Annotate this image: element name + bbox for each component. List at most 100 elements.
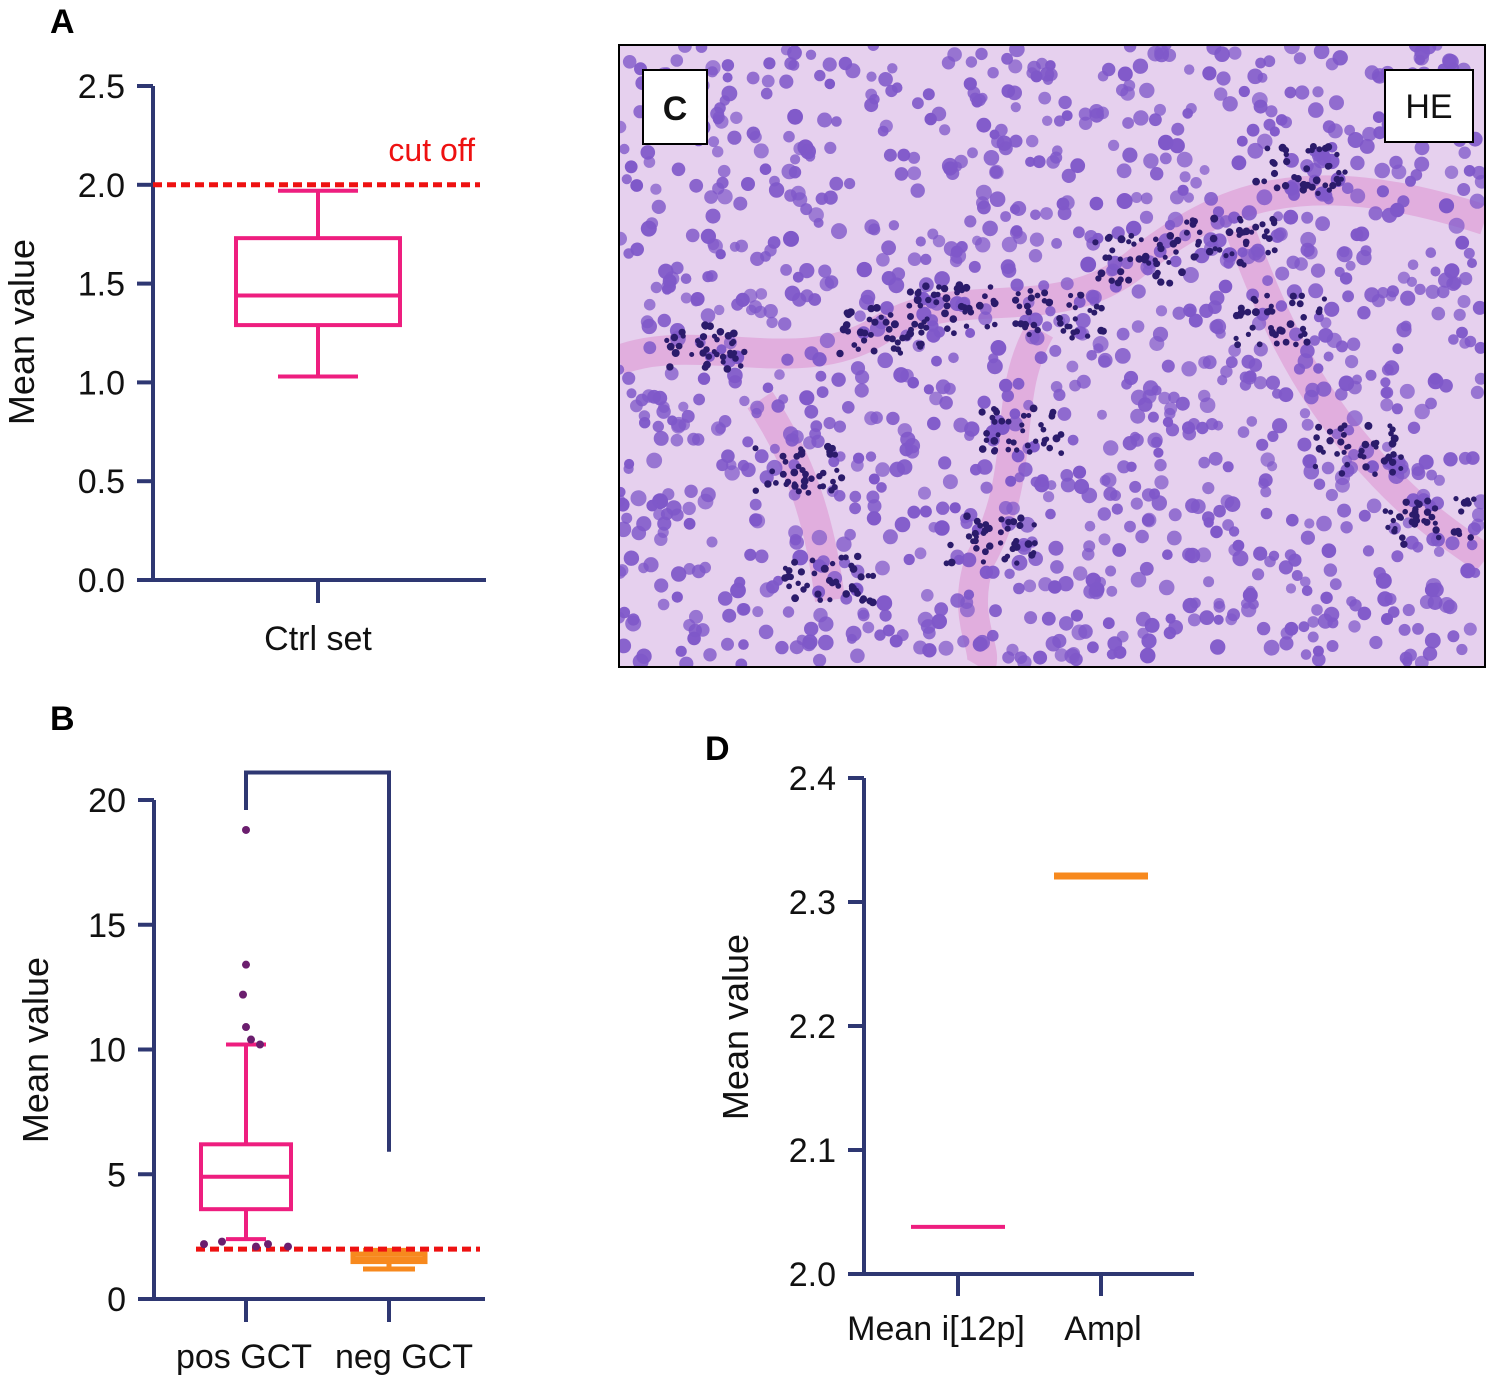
cell-nucleus	[1329, 95, 1344, 111]
cell-nucleus	[1129, 480, 1142, 493]
lymphocyte	[980, 559, 987, 565]
cell-nucleus	[1285, 179, 1302, 195]
cell-nucleus	[1295, 85, 1310, 100]
cell-nucleus	[787, 45, 802, 61]
cell-nucleus	[987, 358, 1003, 375]
cell-nucleus	[1380, 377, 1391, 388]
cell-nucleus	[1153, 447, 1164, 458]
cell-nucleus	[1182, 267, 1199, 283]
cell-nucleus	[975, 47, 988, 61]
cell-nucleus	[1036, 57, 1048, 70]
cell-nucleus	[1236, 135, 1248, 147]
lymphocyte	[1326, 437, 1334, 445]
lymphocyte	[1127, 256, 1134, 263]
cell-nucleus	[1130, 571, 1147, 588]
lymphocyte	[1398, 466, 1404, 471]
cell-nucleus	[1418, 454, 1434, 470]
cell-nucleus	[1389, 155, 1403, 170]
y-tick-label-a: 1.5	[78, 266, 125, 304]
cell-nucleus	[968, 260, 981, 273]
lymphocyte	[947, 541, 954, 549]
lymphocyte	[1138, 237, 1144, 243]
lymphocyte	[1358, 447, 1365, 454]
cell-nucleus	[919, 505, 932, 518]
cell-nucleus	[1139, 647, 1156, 664]
lymphocyte	[1216, 247, 1223, 253]
cell-nucleus	[1374, 162, 1390, 179]
cell-nucleus	[621, 512, 633, 524]
lymphocyte	[924, 316, 930, 322]
lymphocyte	[972, 537, 979, 545]
cell-nucleus	[1386, 291, 1397, 302]
cell-nucleus	[1325, 488, 1338, 502]
outlier-point	[242, 960, 250, 969]
significance-bracket	[244, 770, 391, 1152]
cell-nucleus	[781, 163, 798, 180]
lymphocyte	[791, 558, 799, 566]
y-axis-title-a: Mean value	[1, 239, 42, 425]
chart-panel-a: Mean value 0.0 0.5 1.0 1.5 2.0 2.5 cut off Ct…	[1, 68, 486, 658]
cell-nucleus	[752, 606, 764, 618]
cell-nucleus	[1311, 604, 1323, 616]
cell-nucleus	[1459, 272, 1473, 286]
cell-nucleus	[1459, 337, 1471, 349]
lymphocyte	[922, 282, 930, 291]
cell-nucleus	[1080, 256, 1097, 273]
cell-nucleus	[965, 56, 978, 68]
cell-nucleus	[864, 98, 879, 113]
cell-nucleus	[881, 240, 896, 256]
cell-nucleus	[1360, 245, 1372, 257]
cell-nucleus	[1349, 599, 1362, 612]
cell-nucleus	[684, 484, 698, 498]
stain-label-box	[1384, 69, 1474, 143]
cell-nucleus	[619, 606, 631, 619]
cell-nucleus	[1001, 52, 1013, 65]
cell-nucleus	[813, 653, 827, 667]
lymphocyte	[773, 480, 779, 486]
lymphocyte	[1289, 292, 1297, 300]
cell-nucleus	[1256, 189, 1273, 206]
cell-nucleus	[1320, 591, 1333, 604]
cell-nucleus	[1122, 117, 1134, 129]
cell-nucleus	[963, 589, 975, 600]
lymphocyte	[1268, 325, 1274, 331]
cell-nucleus	[1076, 374, 1091, 389]
cell-nucleus	[1346, 337, 1361, 351]
lymphocyte	[854, 552, 862, 561]
cell-nucleus	[1108, 139, 1120, 151]
cell-nucleus	[975, 237, 991, 253]
cell-nucleus	[1242, 587, 1258, 603]
lymphocyte	[1004, 553, 1011, 559]
panel-letter-a: A	[50, 3, 75, 41]
lymphocyte	[824, 442, 832, 451]
cell-nucleus	[1279, 636, 1294, 651]
cell-nucleus	[868, 473, 880, 485]
cell-nucleus	[1337, 503, 1352, 518]
lymphocyte	[1108, 277, 1115, 284]
cell-nucleus	[1163, 626, 1177, 640]
lymphocyte	[769, 468, 776, 475]
cell-nucleus	[1000, 211, 1011, 222]
cell-nucleus	[749, 130, 762, 144]
lymphocyte	[680, 333, 686, 339]
lymphocyte	[1060, 328, 1067, 334]
cell-nucleus	[1326, 640, 1339, 652]
cell-nucleus	[1038, 280, 1050, 292]
cell-nucleus	[1307, 616, 1319, 628]
cell-nucleus	[619, 638, 632, 654]
lymphocyte	[1041, 289, 1049, 297]
cell-nucleus	[619, 231, 627, 246]
cell-nucleus	[1300, 530, 1315, 545]
cell-nucleus	[1312, 652, 1326, 667]
lymphocyte	[1341, 422, 1348, 429]
lymphocyte	[982, 521, 990, 528]
lymphocyte	[828, 579, 836, 587]
cell-nucleus	[1117, 66, 1133, 82]
cell-nucleus	[1158, 579, 1175, 596]
cell-nucleus	[856, 261, 872, 278]
cell-nucleus	[1371, 68, 1388, 84]
cell-nucleus	[1168, 508, 1182, 522]
cell-nucleus	[1307, 631, 1319, 643]
lymphocyte	[1010, 439, 1017, 446]
cell-nucleus	[1284, 45, 1300, 55]
